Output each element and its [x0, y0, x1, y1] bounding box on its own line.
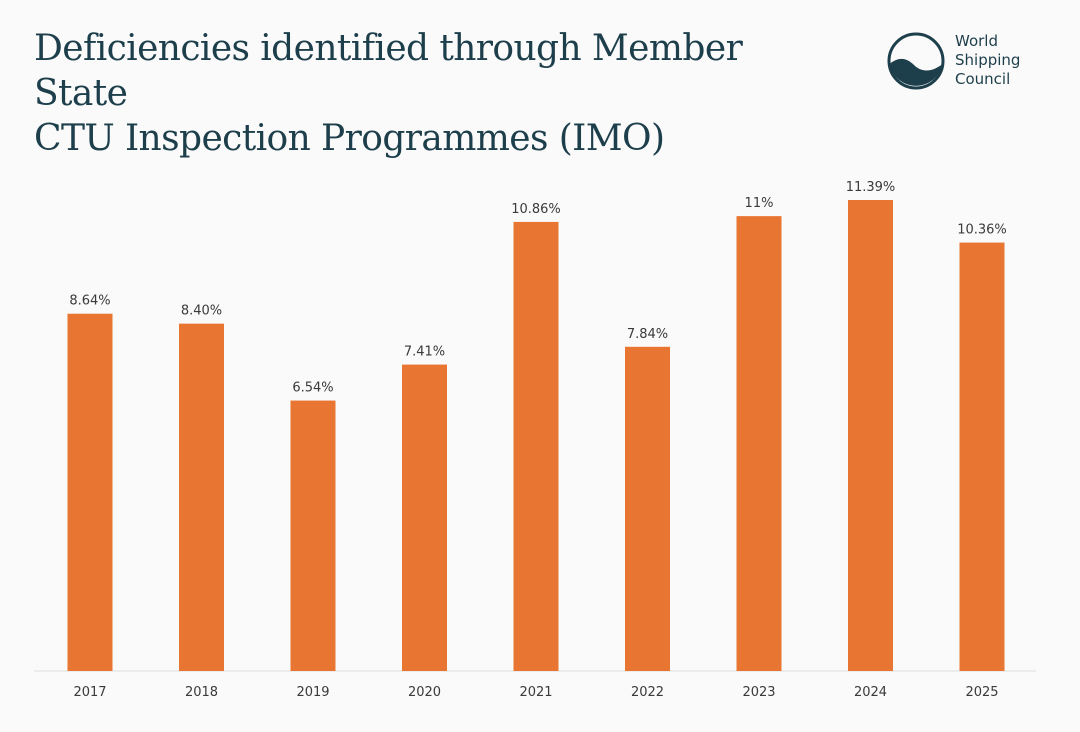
bar-2020	[402, 364, 447, 671]
x-tick-label-2021: 2021	[519, 685, 552, 700]
data-label-2018: 8.40%	[181, 304, 222, 319]
x-tick-label-2025: 2025	[965, 685, 998, 700]
bar-2023	[736, 216, 782, 671]
chart-title: Deficiencies identified through Member S…	[34, 26, 794, 161]
logo-text-line-1: World	[955, 32, 998, 50]
data-label-2019: 6.54%	[292, 381, 333, 396]
chart-title-line-1: Deficiencies identified through Member S…	[34, 28, 743, 114]
x-tick-label-group: 2017 2018 2019 2020 2021 2022 2023 2024 2025	[73, 685, 998, 700]
data-label-2021: 10.86%	[511, 202, 561, 217]
world-shipping-council-logo: World Shipping Council	[887, 32, 1067, 96]
data-label-2017: 8.64%	[69, 294, 110, 309]
bar-2018	[179, 323, 224, 671]
bar-2022	[625, 346, 670, 671]
x-tick-label-2017: 2017	[73, 685, 106, 700]
x-tick-label-2018: 2018	[185, 685, 218, 700]
data-label-2023: 11%	[745, 196, 774, 211]
bar-2021	[513, 221, 559, 671]
bar-group	[67, 200, 1005, 671]
bar-2024	[848, 200, 893, 671]
x-tick-label-2024: 2024	[854, 685, 887, 700]
data-label-group: 8.64% 8.40% 6.54% 7.41% 10.86% 7.84% 11% 11.39%…	[69, 180, 1006, 396]
bar-2025	[959, 242, 1005, 671]
x-tick-label-2022: 2022	[631, 685, 664, 700]
data-label-2022: 7.84%	[627, 327, 668, 342]
x-tick-label-2023: 2023	[742, 685, 775, 700]
x-tick-label-2020: 2020	[408, 685, 441, 700]
logo-text-line-3: Council	[955, 70, 1011, 88]
chart-title-line-2: CTU Inspection Programmes (IMO)	[34, 118, 665, 159]
wave-circle-icon	[887, 32, 945, 90]
bar-2017	[67, 313, 113, 671]
logo-text-line-2: Shipping	[955, 51, 1021, 69]
x-tick-label-2019: 2019	[296, 685, 329, 700]
logo-wordmark: World Shipping Council	[955, 32, 1020, 89]
data-label-2024: 11.39%	[846, 180, 896, 195]
data-label-2020: 7.41%	[404, 345, 445, 360]
data-label-2025: 10.36%	[957, 223, 1007, 238]
bar-2019	[290, 400, 336, 671]
